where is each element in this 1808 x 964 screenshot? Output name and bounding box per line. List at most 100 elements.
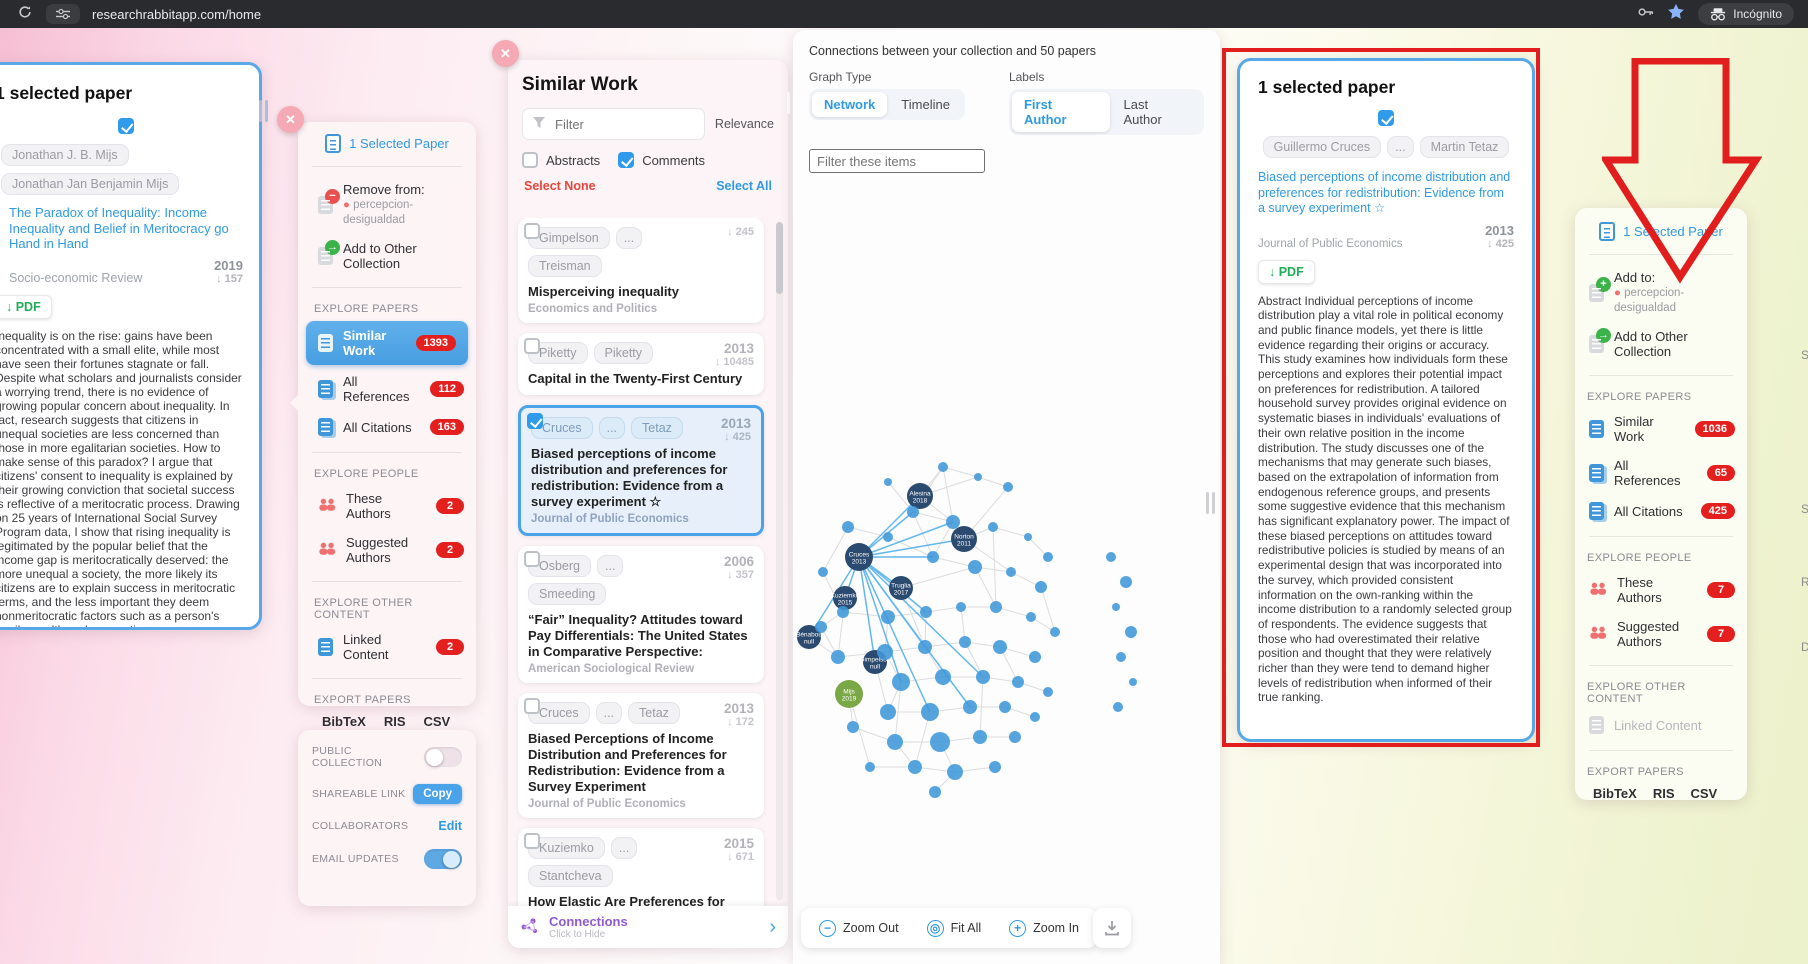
author-chip[interactable]: Piketty (528, 342, 588, 364)
filter-input[interactable] (553, 115, 657, 133)
export-csv-button[interactable]: CSV (1690, 786, 1718, 801)
paper-title-link[interactable]: The Paradox of Inequality: Income Inequa… (9, 205, 229, 251)
zoom-out-button[interactable]: − Zoom Out (807, 914, 911, 943)
site-settings-icon[interactable] (46, 4, 80, 24)
url-text[interactable]: researchrabbitapp.com/home (92, 6, 262, 22)
pdf-button[interactable]: ↓ PDF (0, 294, 52, 319)
edit-collaborators-button[interactable]: Edit (438, 819, 462, 833)
author-chip[interactable]: Kuziemko (528, 837, 605, 859)
export-ris-button[interactable]: RIS (1652, 786, 1675, 801)
labels-last-author[interactable]: Last Author (1123, 97, 1162, 127)
graph-type-timeline[interactable]: Timeline (901, 97, 950, 112)
comments-checkbox[interactable] (618, 152, 635, 168)
export-papers-heading: EXPORT PAPERS (314, 694, 411, 706)
panel-drag-handle[interactable] (1206, 492, 1215, 514)
author-chip[interactable]: Jonathan Jan Benjamin Mijs (1, 173, 180, 195)
expand-chevron-icon[interactable]: › (769, 915, 776, 938)
paper-checkbox[interactable] (524, 223, 540, 239)
email-updates-toggle[interactable] (424, 849, 462, 869)
paper-checkbox[interactable] (524, 833, 540, 849)
export-bibtex-button[interactable]: BibTeX (322, 714, 366, 729)
menu-item-linked-content[interactable]: Linked Content (1575, 709, 1747, 741)
graph-filter-input[interactable] (809, 149, 985, 173)
fit-all-button[interactable]: ◎ Fit All (915, 914, 994, 943)
graph-type-switch: Network Timeline (809, 89, 965, 120)
bookmark-star-icon[interactable] (1668, 4, 1685, 24)
copy-link-button[interactable]: Copy (413, 784, 462, 804)
export-papers-heading: EXPORT PAPERS (1587, 766, 1684, 778)
author-chip[interactable]: Smeeding (528, 583, 607, 605)
export-csv-button[interactable]: CSV (423, 714, 451, 729)
sort-relevance-dropdown[interactable]: Relevance (714, 117, 774, 131)
author-chip[interactable]: Cruces (528, 702, 590, 724)
zoom-in-button[interactable]: + Zoom In (997, 914, 1091, 943)
filter-input-box[interactable] (522, 108, 705, 140)
paper-card[interactable]: Cruces ... Tetaz 2013 ↓ 172 Biased Percep… (518, 693, 764, 818)
paper-title-link[interactable]: Biased perceptions of income distributio… (1258, 170, 1511, 215)
select-none-button[interactable]: Select None (524, 179, 596, 193)
menu-item-all-references[interactable]: All References 112 (298, 367, 476, 411)
paper-checkbox[interactable] (527, 413, 543, 429)
paper-card[interactable]: Osberg ... Smeeding 2006 ↓ 357 “Fair” Ine… (518, 546, 764, 683)
pdf-button[interactable]: ↓ PDF (1258, 259, 1315, 284)
add-to-other-collection-button[interactable]: → Add to Other Collection (1575, 322, 1747, 366)
menu-item-all-references[interactable]: All References 65 (1575, 451, 1747, 495)
author-chip[interactable]: Tetaz (628, 702, 680, 724)
menu-item-similar-work[interactable]: Similar Work 1393 (306, 321, 468, 365)
paper-card[interactable]: Piketty Piketty 2013 ↓ 10485 Capital in t… (518, 333, 764, 395)
panel-drag-handle[interactable] (259, 100, 268, 122)
password-key-icon[interactable] (1637, 5, 1654, 24)
author-chip[interactable]: Tetaz (631, 417, 683, 439)
paper-card[interactable]: Kuziemko ... Stantcheva 2015 ↓ 671 How El… (518, 828, 764, 906)
menu-item-similar-work[interactable]: Similar Work 1036 (1575, 407, 1747, 451)
author-chip[interactable]: Cruces (531, 417, 593, 439)
more-authors-chip[interactable]: ... (598, 417, 626, 439)
menu-item-these-authors[interactable]: These Authors 7 (1575, 568, 1747, 612)
menu-item-all-citations[interactable]: All Citations 163 (298, 411, 476, 443)
paper-checkbox[interactable] (524, 698, 540, 714)
more-authors-chip[interactable]: ... (597, 555, 624, 577)
author-chip[interactable]: Treisman (528, 255, 602, 277)
connections-footer-button[interactable]: Connections Click to Hide › (508, 906, 788, 948)
export-bibtex-button[interactable]: BibTeX (1593, 786, 1637, 801)
menu-item-these-authors[interactable]: These Authors 2 (298, 484, 476, 528)
year-label: 2013 (1485, 222, 1514, 238)
more-authors-chip[interactable]: ... (595, 702, 623, 724)
paper-card-selected[interactable]: Cruces ... Tetaz 2013 ↓ 425 Biased percep… (518, 405, 764, 536)
add-to-other-collection-button[interactable]: → Add to Other Collection (298, 234, 476, 278)
remove-from-collection-button[interactable]: − Remove from: ● percepcion-desigualdad (298, 176, 476, 234)
author-chip[interactable]: Stantcheva (528, 865, 613, 887)
author-chip[interactable]: Martin Tetaz (1419, 136, 1510, 158)
public-collection-toggle[interactable] (424, 747, 462, 767)
more-authors-chip[interactable]: ... (615, 227, 643, 249)
clipped-edge-text: S (1801, 502, 1808, 516)
author-chip[interactable]: Jonathan J. B. Mijs (1, 144, 129, 166)
more-authors-chip[interactable]: ... (1387, 136, 1414, 158)
more-authors-chip[interactable]: ... (610, 837, 638, 859)
labels-first-author[interactable]: First Author (1011, 92, 1110, 132)
paper-checkbox[interactable] (524, 338, 540, 354)
network-graph[interactable]: Alesina2018Norton2011Cruces2013Truglia20… (793, 202, 1220, 902)
close-similar-work-button[interactable]: ✕ (492, 40, 519, 67)
menu-item-all-citations[interactable]: All Citations 425 (1575, 495, 1747, 527)
abstracts-checkbox[interactable] (522, 152, 538, 168)
download-graph-button[interactable] (1093, 908, 1131, 948)
close-panel-button[interactable]: ✕ (277, 106, 304, 133)
paper-checkbox[interactable] (524, 551, 540, 567)
author-chip[interactable]: Osberg (528, 555, 591, 577)
paper-checkbox[interactable] (118, 118, 134, 134)
menu-item-suggested-authors[interactable]: Suggested Authors 2 (298, 528, 476, 572)
list-scrollbar[interactable] (776, 222, 783, 900)
export-ris-button[interactable]: RIS (383, 714, 406, 729)
reload-icon[interactable] (18, 5, 32, 23)
author-chip[interactable]: Piketty (593, 342, 654, 364)
author-chip[interactable]: Guillermo Cruces (1262, 136, 1382, 158)
select-all-button[interactable]: Select All (716, 179, 772, 193)
menu-item-suggested-authors[interactable]: Suggested Authors 7 (1575, 612, 1747, 656)
add-to-collection-button[interactable]: + Add to: ● percepcion-desigualdad (1575, 264, 1747, 322)
menu-item-linked-content[interactable]: Linked Content 2 (298, 625, 476, 669)
paper-card[interactable]: Gimpelson ... Treisman ↓ 245 Misperceivi… (518, 218, 764, 323)
author-chip[interactable]: Gimpelson (528, 227, 610, 249)
graph-type-network[interactable]: Network (812, 92, 888, 117)
paper-checkbox[interactable] (1378, 110, 1394, 126)
